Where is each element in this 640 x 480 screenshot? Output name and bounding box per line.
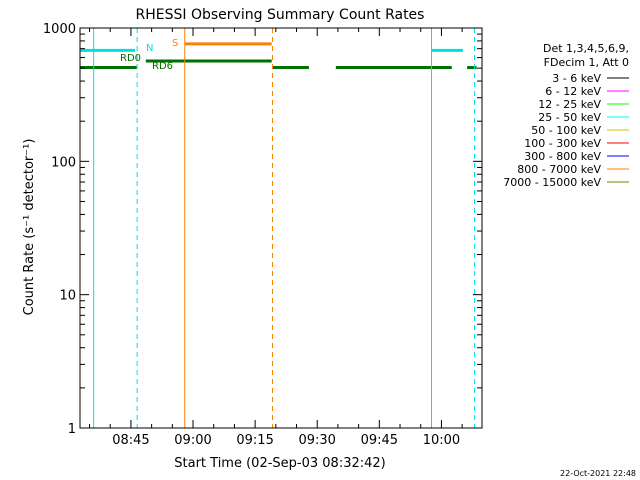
x-axis-label: Start Time (02-Sep-03 08:32:42) — [174, 456, 385, 471]
x-tick-label-0915: 09:15 — [236, 433, 273, 448]
y-tick-label-100: 100 — [51, 155, 76, 170]
x-tick-label-0930: 09:30 — [298, 433, 335, 448]
legend-header-line-2: FDecim 1, Att 0 — [544, 56, 629, 69]
flag-label-n: N — [146, 43, 153, 54]
y-tick-label-1: 1 — [68, 422, 76, 437]
flag-label-rd0: RD0 — [120, 53, 141, 64]
legend-label-8: 800 - 7000 keV — [517, 163, 601, 176]
x-tick-label-1000: 10:00 — [423, 433, 460, 448]
x-tick-label-0845: 08:45 — [112, 433, 149, 448]
legend-label-5: 50 - 100 keV — [531, 124, 601, 137]
y-tick-label-10: 10 — [59, 289, 76, 304]
timestamp: 22-Oct-2021 22:48 — [560, 469, 636, 478]
legend-label-6: 100 - 300 keV — [524, 137, 601, 150]
flag-label-rd6: RD6 — [152, 61, 173, 72]
legend-label-9: 7000 - 15000 keV — [503, 176, 601, 189]
legend-header-line-1: Det 1,3,4,5,6,9, — [543, 42, 629, 55]
legend-label-7: 300 - 800 keV — [524, 150, 601, 163]
y-tick-label-1000: 1000 — [43, 22, 76, 37]
chart-title: RHESSI Observing Summary Count Rates — [136, 7, 425, 23]
flag-layer: N S RD0 RD6 — [80, 38, 477, 72]
y-axis-label: Count Rate (s⁻¹ detector⁻¹) — [22, 139, 37, 316]
plot-frame — [79, 27, 483, 429]
vertical-markers — [93, 28, 476, 428]
flag-label-s: S — [172, 38, 178, 49]
legend-label-2: 6 - 12 keV — [545, 85, 601, 98]
x-tick-label-0900: 09:00 — [174, 433, 211, 448]
x-tick-label-0945: 09:45 — [361, 433, 398, 448]
legend-label-3: 12 - 25 keV — [538, 98, 601, 111]
legend-label-1: 3 - 6 keV — [552, 72, 601, 85]
axes: 08:45 09:00 09:15 09:30 09:45 10:00 1 10 100 1000 — [43, 22, 483, 448]
legend-label-4: 25 - 50 keV — [538, 111, 601, 124]
